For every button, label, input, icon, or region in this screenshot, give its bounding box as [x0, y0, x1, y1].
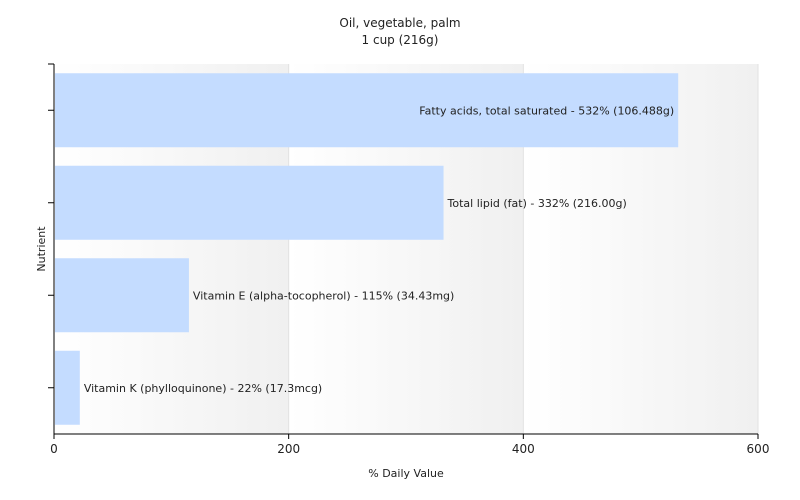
bar	[55, 350, 80, 425]
bar	[55, 165, 444, 240]
chart-subtitle: 1 cup (216g)	[362, 33, 439, 47]
bar-data-label: Fatty acids, total saturated - 532% (106…	[419, 104, 674, 117]
bar	[55, 73, 679, 148]
x-tick-label: 400	[512, 442, 535, 456]
axes	[48, 63, 758, 435]
data-labels: Fatty acids, total saturated - 532% (106…	[84, 104, 674, 395]
chart-title: Oil, vegetable, palm	[339, 16, 460, 30]
bar	[55, 258, 189, 333]
bar-data-label: Vitamin K (phylloquinone) - 22% (17.3mcg…	[84, 382, 322, 395]
x-tick-label: 600	[747, 442, 770, 456]
x-tick-label: 0	[50, 442, 58, 456]
ticks: 0 200 400 600	[48, 109, 770, 456]
bar-data-label: Vitamin E (alpha-tocopherol) - 115% (34.…	[193, 289, 454, 302]
bar-data-label: Total lipid (fat) - 332% (216.00g)	[447, 197, 627, 210]
y-axis-label: Nutrient	[35, 226, 48, 272]
bars	[55, 73, 679, 425]
x-axis-label: % Daily Value	[368, 467, 444, 480]
x-tick-label: 200	[277, 442, 300, 456]
